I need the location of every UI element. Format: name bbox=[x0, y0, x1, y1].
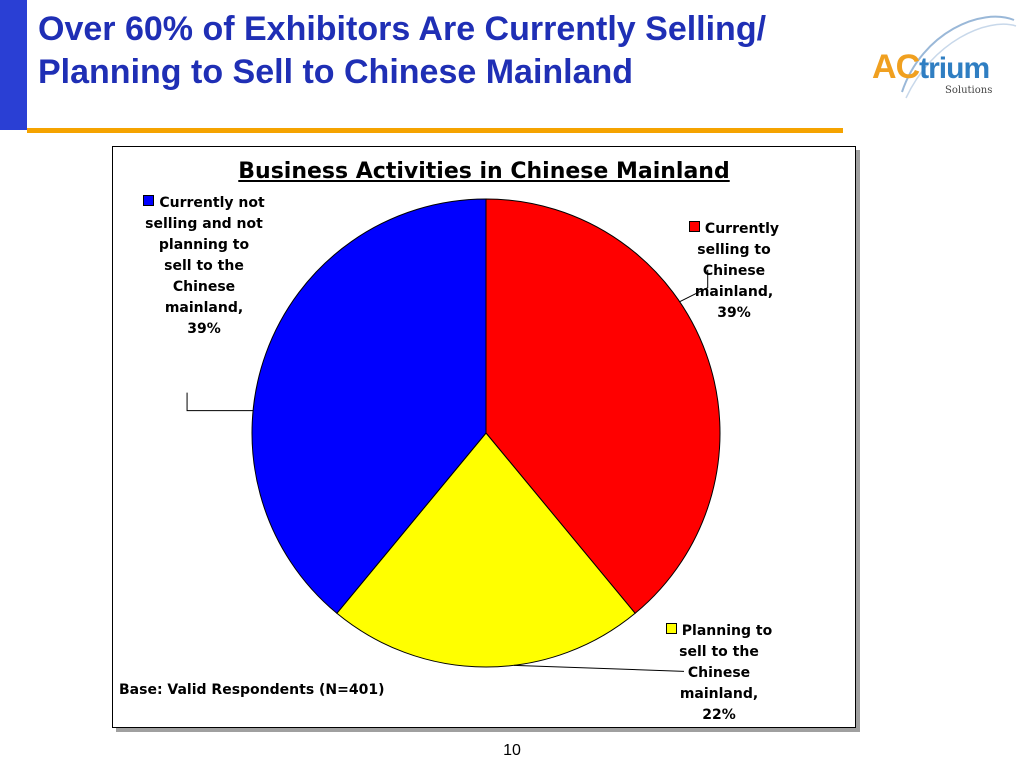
left-accent-bar bbox=[0, 0, 27, 130]
data-label-line: mainland, bbox=[679, 282, 789, 303]
chart-frame: Business Activities in Chinese Mainland … bbox=[112, 146, 856, 728]
logo-subtitle: Solutions bbox=[945, 85, 993, 96]
logo-swoosh-graphic bbox=[901, 15, 1017, 99]
logo-letter-a: A bbox=[872, 48, 897, 86]
data-label-line: selling to bbox=[679, 240, 789, 261]
page-number: 10 bbox=[503, 742, 521, 759]
actrium-logo: ACtrium Solutions bbox=[862, 12, 1018, 112]
data-label-text: Currently not bbox=[159, 195, 265, 211]
data-label-text: 39% bbox=[187, 321, 221, 337]
data-label-line: sell to the bbox=[659, 642, 779, 663]
data-label-line: 22% bbox=[659, 705, 779, 726]
data-label-text: 39% bbox=[717, 305, 751, 321]
data-label-not-selling: Currently not selling and not planning to s… bbox=[119, 193, 289, 340]
data-label-text: Planning to bbox=[681, 623, 773, 639]
legend-key-swatch bbox=[665, 623, 677, 634]
data-label-text: sell to the bbox=[679, 644, 759, 660]
data-label-line: sell to the bbox=[119, 256, 289, 277]
data-label-line: planning to bbox=[119, 235, 289, 256]
leader-line-currently-selling bbox=[679, 269, 709, 303]
leader-line-not-selling bbox=[186, 392, 254, 412]
data-label-line: Chinese bbox=[659, 663, 779, 684]
logo-letter-c: C bbox=[895, 48, 921, 86]
data-label-text: Currently bbox=[704, 221, 780, 237]
data-label-line: Currently bbox=[679, 219, 789, 240]
chart-base-note: Base: Valid Respondents (N=401) bbox=[119, 682, 385, 698]
data-label-line: mainland, bbox=[659, 684, 779, 705]
data-label-line: Currently not bbox=[119, 193, 289, 214]
data-label-text: Chinese bbox=[172, 279, 236, 295]
data-label-text: mainland, bbox=[164, 300, 244, 316]
data-label-text: selling to bbox=[697, 242, 771, 258]
data-label-text: Chinese bbox=[702, 263, 766, 279]
data-label-text: selling and not bbox=[145, 216, 263, 232]
data-label-currently-selling: Currently selling to Chinese mainland, 39% bbox=[679, 219, 789, 324]
logo-wordmark: ACtrium bbox=[872, 48, 990, 86]
pie-slice-planning-to-sell bbox=[336, 432, 636, 668]
data-label-line: Chinese bbox=[119, 277, 289, 298]
data-label-line: 39% bbox=[119, 319, 289, 340]
slide-title-line-1: Over 60% of Exhibitors Are Currently Sel… bbox=[38, 10, 767, 48]
data-label-line: selling and not bbox=[119, 214, 289, 235]
slide-title: Over 60% of Exhibitors Are Currently Sel… bbox=[38, 8, 898, 94]
data-label-line: Chinese bbox=[679, 261, 789, 282]
chart-title: Business Activities in Chinese Mainland bbox=[113, 159, 855, 184]
data-label-text: Chinese bbox=[687, 665, 751, 681]
leader-line-planning-to-sell bbox=[513, 664, 685, 672]
data-label-text: mainland, bbox=[694, 284, 774, 300]
slide-title-line-2: Planning to Sell to Chinese Mainland bbox=[38, 53, 634, 91]
data-label-line: 39% bbox=[679, 303, 789, 324]
data-label-text: sell to the bbox=[164, 258, 244, 274]
data-label-line: mainland, bbox=[119, 298, 289, 319]
data-label-planning-to-sell: Planning to sell to the Chinese mainland, 22… bbox=[659, 621, 779, 726]
data-label-line: Planning to bbox=[659, 621, 779, 642]
pie-chart bbox=[186, 198, 721, 672]
legend-key-swatch bbox=[143, 195, 155, 206]
chart-title-text: Business Activities in Chinese Mainland bbox=[238, 159, 730, 184]
logo-letters-rest: trium bbox=[919, 52, 990, 85]
pie-slice-currently-selling bbox=[485, 198, 721, 615]
pie-slice-not-selling bbox=[251, 198, 487, 615]
data-label-text: 22% bbox=[702, 707, 736, 723]
data-label-text: planning to bbox=[158, 237, 250, 253]
legend-key-swatch bbox=[688, 221, 700, 232]
data-label-text: mainland, bbox=[679, 686, 759, 702]
title-underline-rule bbox=[27, 128, 843, 133]
